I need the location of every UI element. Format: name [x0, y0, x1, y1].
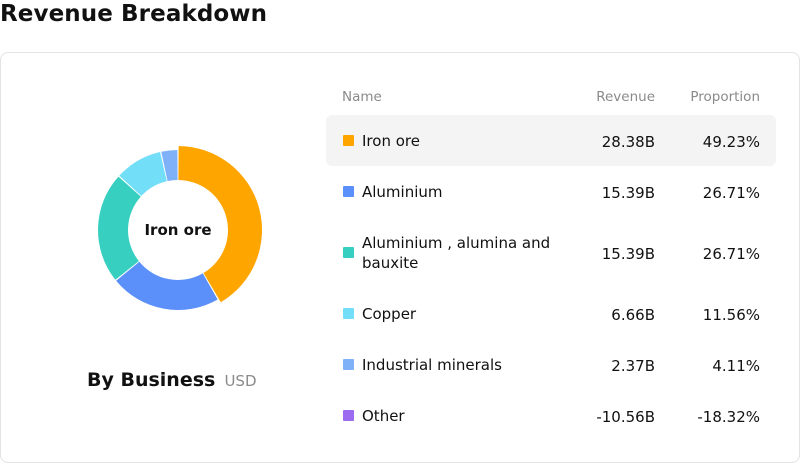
row-revenue: 15.39B [601, 183, 655, 202]
table-row[interactable]: Aluminium , alumina and bauxite 15.39B 2… [326, 217, 776, 288]
donut-slice-iron-ore[interactable] [178, 146, 262, 303]
row-proportion: -18.32% [697, 407, 760, 426]
row-name: Copper [362, 304, 417, 323]
row-revenue: 6.66B [611, 305, 655, 324]
row-name: Other [362, 406, 405, 425]
caption-unit: USD [224, 372, 257, 390]
row-proportion: 49.23% [702, 132, 760, 151]
caption-title: By Business [87, 369, 216, 391]
revenue-card: Iron ore By Business USD Name Revenue Pr… [0, 52, 800, 463]
header-name: Name [342, 89, 382, 105]
row-name: Aluminium , alumina and bauxite [362, 233, 551, 272]
header-revenue: Revenue [596, 89, 655, 105]
legend-swatch [343, 410, 354, 421]
table-row[interactable]: Iron ore 28.38B 49.23% [326, 115, 776, 166]
donut-slice-aluminium[interactable] [116, 261, 218, 310]
chart-caption: By Business USD [87, 369, 257, 391]
donut-slice-aluminium-alumina-and-bauxite[interactable] [98, 176, 141, 280]
legend-swatch [343, 247, 354, 258]
donut-slice-industrial-minerals[interactable] [161, 150, 178, 182]
donut-svg [98, 146, 262, 310]
legend-swatch [343, 308, 354, 319]
row-revenue: -10.56B [596, 407, 655, 426]
legend-swatch [343, 186, 354, 197]
row-revenue: 15.39B [601, 244, 655, 263]
legend-swatch [343, 359, 354, 370]
donut-center-label: Iron ore [144, 221, 212, 239]
legend-swatch [343, 135, 354, 146]
header-proportion: Proportion [690, 89, 760, 105]
table-row[interactable]: Aluminium 15.39B 26.71% [326, 166, 776, 217]
row-name: Industrial minerals [362, 355, 502, 374]
row-revenue: 2.37B [611, 356, 655, 375]
donut-slice-copper[interactable] [119, 152, 167, 197]
table-row[interactable]: Industrial minerals 2.37B 4.11% [326, 339, 776, 390]
table-header: Name Revenue Proportion [326, 83, 776, 107]
row-name: Aluminium [362, 182, 443, 201]
donut-chart: Iron ore [91, 143, 265, 317]
table-row[interactable]: Other -10.56B -18.32% [326, 390, 776, 441]
row-proportion: 11.56% [702, 305, 760, 324]
row-name: Iron ore [362, 131, 420, 150]
row-proportion: 4.11% [712, 356, 760, 375]
breakdown-table: Name Revenue Proportion Iron ore 28.38B … [326, 83, 776, 441]
page-title: Revenue Breakdown [0, 1, 268, 27]
row-proportion: 26.71% [702, 244, 760, 263]
table-row[interactable]: Copper 6.66B 11.56% [326, 288, 776, 339]
row-revenue: 28.38B [601, 132, 655, 151]
row-proportion: 26.71% [702, 183, 760, 202]
